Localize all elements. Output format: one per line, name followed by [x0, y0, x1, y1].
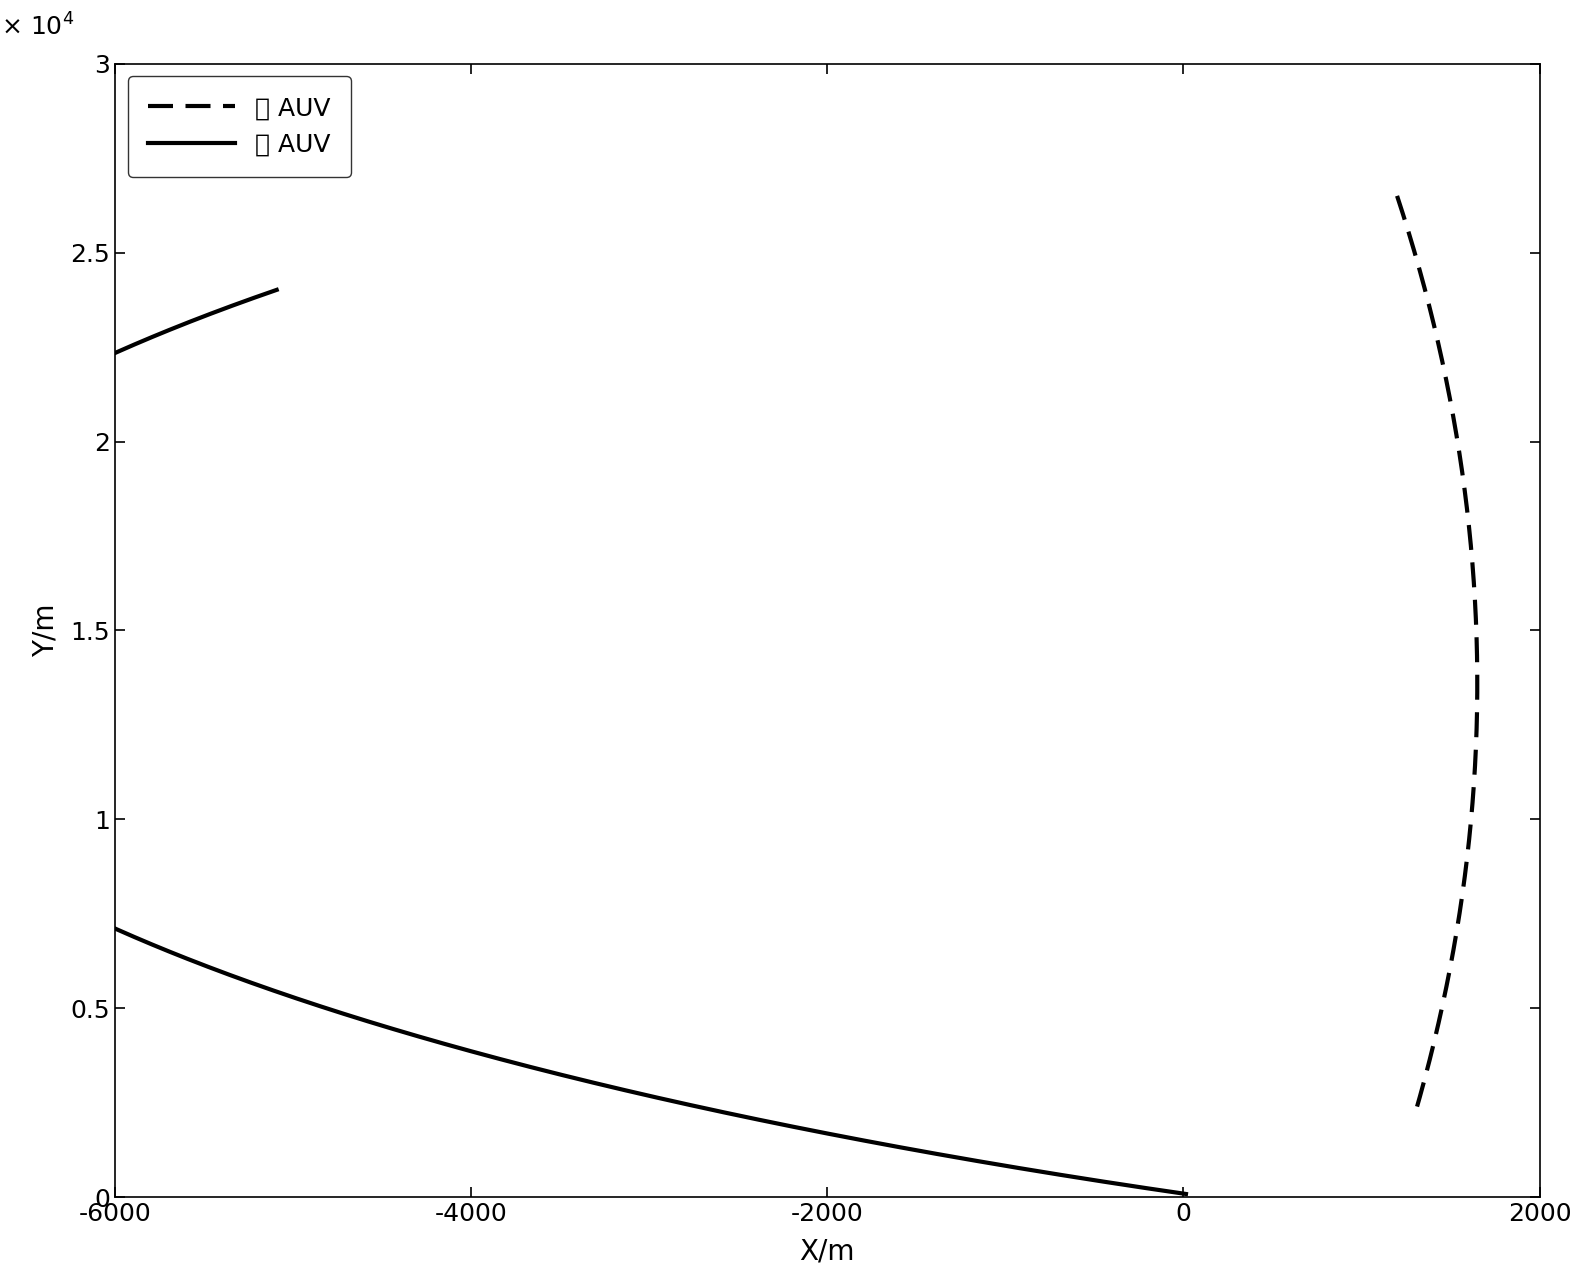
主 AUV — [1405, 1106, 1424, 1122]
X-axis label: X/m: X/m — [800, 1237, 854, 1265]
子 AUV — [1177, 1186, 1196, 1201]
Text: $\times\ 10^4$: $\times\ 10^4$ — [2, 14, 75, 41]
Line: 主 AUV: 主 AUV — [1397, 196, 1477, 1114]
主 AUV — [1448, 920, 1467, 936]
主 AUV — [1463, 559, 1482, 574]
主 AUV — [1466, 592, 1485, 608]
子 AUV — [178, 951, 197, 967]
Y-axis label: Y/m: Y/m — [32, 604, 59, 658]
主 AUV — [1461, 819, 1480, 835]
Line: 子 AUV: 子 AUV — [0, 290, 1186, 1194]
主 AUV — [1450, 904, 1469, 919]
Legend: 主 AUV, 子 AUV: 主 AUV, 子 AUV — [127, 76, 351, 177]
子 AUV — [418, 1031, 437, 1046]
主 AUV — [1388, 188, 1407, 204]
主 AUV — [1415, 282, 1434, 297]
子 AUV — [267, 282, 286, 297]
子 AUV — [470, 1046, 489, 1061]
子 AUV — [43, 374, 62, 390]
